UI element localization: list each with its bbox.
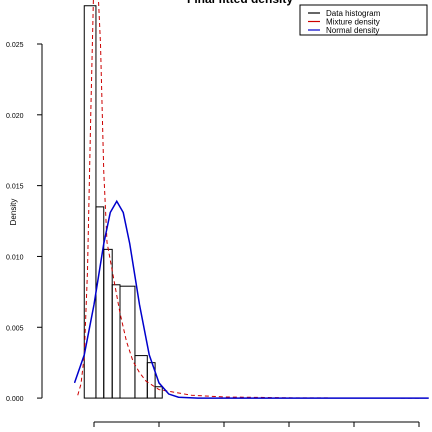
legend-box <box>299 4 428 36</box>
legend-label: Mixture density <box>326 18 380 27</box>
histogram-bar <box>83 5 97 399</box>
y-tick-label: 0.000 <box>6 396 24 403</box>
y-tick-label: 0.015 <box>6 184 24 191</box>
y-axis-label: Density <box>9 199 18 226</box>
y-tick-label: 0.025 <box>6 42 24 49</box>
y-tick-label: 0.010 <box>6 254 24 261</box>
plot-area <box>74 0 429 399</box>
histogram-bar <box>111 284 121 399</box>
histogram-bar <box>154 386 163 399</box>
legend-label: Data histogram <box>326 9 381 18</box>
density-line <box>74 199 429 399</box>
density-line <box>77 0 420 399</box>
y-tick-label: 0.005 <box>6 325 24 332</box>
legend-label: Normal density <box>326 26 379 35</box>
histogram-bar <box>95 206 105 399</box>
histogram-bar <box>103 248 113 399</box>
histogram-bar <box>134 355 148 399</box>
chart-title: Final fitted density <box>187 0 293 6</box>
y-tick-label: 0.020 <box>6 113 24 120</box>
histogram-bar <box>119 285 136 399</box>
